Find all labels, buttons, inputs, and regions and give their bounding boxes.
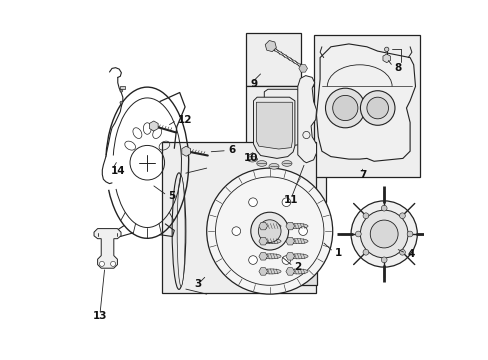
Circle shape — [332, 95, 357, 121]
Polygon shape — [256, 102, 292, 149]
Ellipse shape — [287, 224, 307, 229]
Circle shape — [381, 205, 386, 211]
Text: 2: 2 — [294, 262, 301, 272]
Text: 5: 5 — [168, 191, 175, 201]
Text: 3: 3 — [194, 279, 201, 289]
Circle shape — [282, 256, 290, 264]
Ellipse shape — [261, 239, 281, 244]
Circle shape — [360, 210, 407, 258]
Bar — [313, 35, 419, 177]
Ellipse shape — [172, 173, 185, 289]
Bar — [246, 86, 325, 202]
Polygon shape — [253, 97, 294, 158]
Ellipse shape — [261, 269, 281, 274]
Ellipse shape — [261, 254, 281, 259]
Text: 1: 1 — [334, 248, 341, 258]
Bar — [162, 142, 316, 293]
Circle shape — [360, 91, 394, 125]
Bar — [120, 86, 125, 89]
Ellipse shape — [287, 269, 307, 274]
Text: 8: 8 — [393, 63, 400, 73]
Circle shape — [282, 198, 290, 207]
Circle shape — [325, 88, 365, 128]
Ellipse shape — [268, 163, 279, 169]
Circle shape — [120, 101, 122, 104]
Ellipse shape — [287, 254, 307, 259]
Circle shape — [362, 249, 368, 255]
Bar — [250, 214, 316, 285]
Text: 13: 13 — [92, 311, 107, 321]
Polygon shape — [264, 89, 302, 147]
Ellipse shape — [177, 176, 185, 286]
Circle shape — [120, 89, 122, 92]
Ellipse shape — [261, 224, 281, 229]
Ellipse shape — [287, 239, 307, 244]
Polygon shape — [316, 44, 415, 161]
Circle shape — [384, 47, 388, 51]
Circle shape — [407, 231, 412, 237]
Circle shape — [355, 231, 361, 237]
Bar — [246, 33, 301, 86]
Circle shape — [298, 227, 307, 235]
Text: 6: 6 — [228, 145, 235, 156]
Text: 9: 9 — [250, 78, 258, 89]
Circle shape — [248, 256, 257, 264]
Circle shape — [250, 212, 288, 250]
Polygon shape — [297, 76, 316, 163]
Circle shape — [362, 213, 368, 219]
Ellipse shape — [247, 156, 257, 162]
Text: 11: 11 — [283, 195, 297, 205]
Circle shape — [231, 227, 240, 235]
Circle shape — [366, 97, 387, 119]
Circle shape — [248, 198, 257, 207]
Ellipse shape — [256, 161, 266, 166]
Circle shape — [399, 213, 405, 219]
Text: 12: 12 — [178, 114, 192, 125]
Circle shape — [399, 249, 405, 255]
Text: 7: 7 — [358, 170, 366, 180]
Ellipse shape — [282, 161, 291, 166]
Circle shape — [110, 261, 115, 266]
Text: 10: 10 — [244, 153, 258, 163]
Text: 4: 4 — [407, 249, 414, 259]
Circle shape — [206, 168, 332, 294]
Circle shape — [258, 220, 281, 243]
Circle shape — [99, 261, 104, 266]
Text: 14: 14 — [111, 166, 126, 176]
Circle shape — [369, 220, 397, 248]
Circle shape — [350, 201, 416, 267]
Polygon shape — [94, 229, 121, 268]
Circle shape — [381, 257, 386, 263]
